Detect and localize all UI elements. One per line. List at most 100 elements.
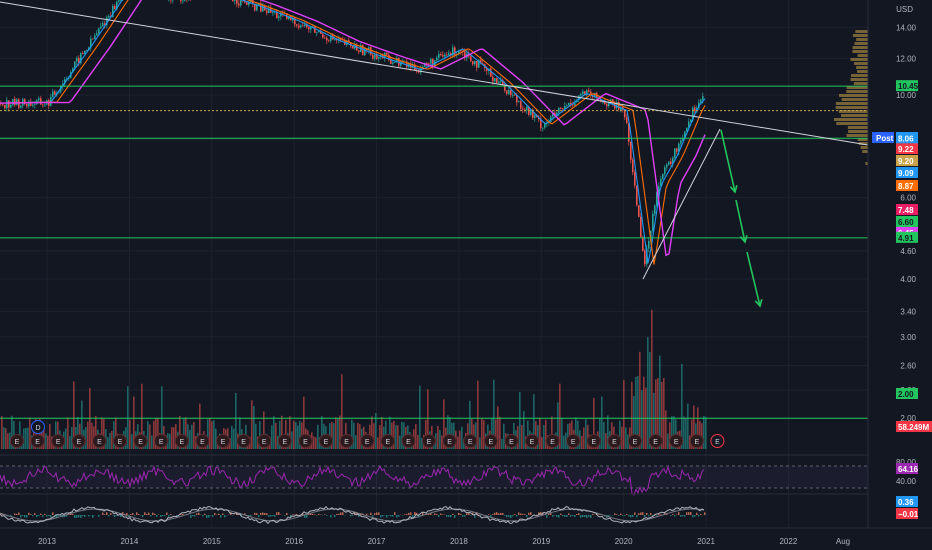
volume-bar — [293, 420, 295, 449]
macd-histogram-bar — [2, 514, 4, 515]
price-badge-1045-bg — [896, 80, 918, 92]
trendlines[interactable] — [0, 1, 869, 280]
candle-body — [452, 47, 454, 56]
volume-bar — [239, 417, 241, 449]
macd-histogram-bar — [618, 515, 620, 516]
macd-histogram-bar — [106, 512, 108, 515]
macd-histogram-bar — [326, 515, 328, 516]
macd-histogram-bar — [626, 513, 628, 515]
price-badge-909-bg — [896, 167, 918, 178]
volume-bar — [475, 422, 477, 449]
candle-body — [702, 96, 704, 100]
earnings-marker-label: E — [694, 439, 699, 446]
candle-body — [664, 167, 666, 175]
macd-histogram-bar — [502, 512, 504, 515]
volume-bar — [689, 435, 691, 449]
volume-bar — [313, 436, 315, 449]
volume-bar — [161, 386, 163, 449]
macd-histogram-bar — [514, 514, 516, 515]
ascending-trendline — [642, 128, 721, 280]
macd-histogram-bar — [458, 512, 460, 515]
macd-histogram-bar — [338, 513, 340, 515]
macd-histogram-bar — [274, 515, 276, 517]
macd-histogram-bar — [250, 515, 252, 517]
macd-histogram-bar — [638, 513, 640, 515]
volume-bar — [527, 420, 529, 449]
candle-body — [246, 2, 248, 5]
candle-body — [430, 59, 432, 64]
candle-body — [256, 4, 258, 11]
rsi-value-badge-bg — [896, 463, 918, 474]
macd-histogram-bar — [356, 512, 358, 515]
candle-body — [582, 91, 584, 94]
macd-histogram-bar — [414, 512, 416, 515]
candle-body — [100, 26, 102, 29]
macd-histogram-bar — [304, 515, 306, 518]
volume-bar — [557, 402, 559, 449]
ma-fast-line — [0, 0, 706, 264]
earnings-marker-label: E — [427, 439, 432, 446]
candle-body — [362, 44, 364, 56]
candle-body — [392, 62, 394, 64]
earnings-marker-label: E — [344, 439, 349, 446]
price-badge-491-bg — [896, 231, 918, 243]
candle-body — [490, 68, 492, 77]
macd-histogram-bar — [290, 515, 292, 518]
price-tick-label: 10.00 — [896, 91, 917, 100]
rsi-band — [0, 466, 868, 488]
volume-bar — [417, 434, 419, 449]
macd-histogram-bar — [564, 515, 566, 517]
candle-body — [670, 161, 672, 165]
macd-histogram-bar — [276, 512, 278, 515]
volume-bar — [399, 435, 401, 449]
candle-body — [650, 230, 652, 242]
earnings-marker-label: E — [365, 439, 370, 446]
earnings-marker — [319, 434, 333, 448]
volume-bar — [683, 416, 685, 449]
macd-histogram-bar — [58, 515, 60, 516]
candle-body — [574, 102, 576, 106]
volume-bar — [673, 416, 675, 449]
candle-body — [298, 25, 300, 28]
candle-body — [318, 30, 320, 33]
macd-histogram-bar — [666, 513, 668, 515]
volume-bar — [129, 419, 131, 449]
price-badge-920-bg — [896, 155, 918, 166]
candle-body — [594, 92, 596, 98]
candle-body — [108, 16, 110, 18]
volume-bar — [447, 415, 449, 449]
macd-histogram-bar — [516, 515, 518, 517]
macd-histogram-bar — [620, 513, 622, 515]
candle-body — [294, 17, 296, 25]
macd-histogram-bar — [104, 514, 106, 515]
candle-body — [618, 102, 620, 110]
volume-bar — [649, 352, 651, 449]
candle-body — [346, 40, 348, 45]
candle-body — [182, 0, 184, 2]
candle-body — [28, 101, 30, 107]
volume-bar — [501, 438, 503, 449]
volume-bar — [539, 417, 541, 449]
volume-bar — [521, 425, 523, 449]
candle-body — [552, 112, 554, 117]
volume-profile-bar — [847, 126, 874, 129]
candle-body — [328, 40, 330, 42]
volume-bar — [199, 403, 201, 449]
volume-bar — [665, 410, 667, 449]
volume-bar — [631, 381, 633, 449]
candle-body — [356, 44, 358, 51]
candle-body — [524, 109, 526, 111]
volume-bar — [621, 426, 623, 449]
time-axis[interactable]: 2013 2014 2015 2016 2017 2018 2019 2020 2021 2022… — [38, 537, 850, 546]
projection-arrows[interactable] — [720, 129, 763, 308]
earnings-markers[interactable]: DE E E E E E E E E E E E E E E E E E E E E E E E E E E E E E E E E E E — [10, 420, 725, 448]
macd-histogram-bar — [114, 515, 116, 518]
volume-bar — [141, 383, 143, 449]
candle-body — [572, 104, 574, 106]
candle-body — [666, 164, 668, 168]
macd-histogram-bar — [218, 513, 220, 515]
candle-body — [38, 98, 40, 101]
candle-body — [638, 205, 640, 217]
candle-body — [494, 78, 496, 82]
